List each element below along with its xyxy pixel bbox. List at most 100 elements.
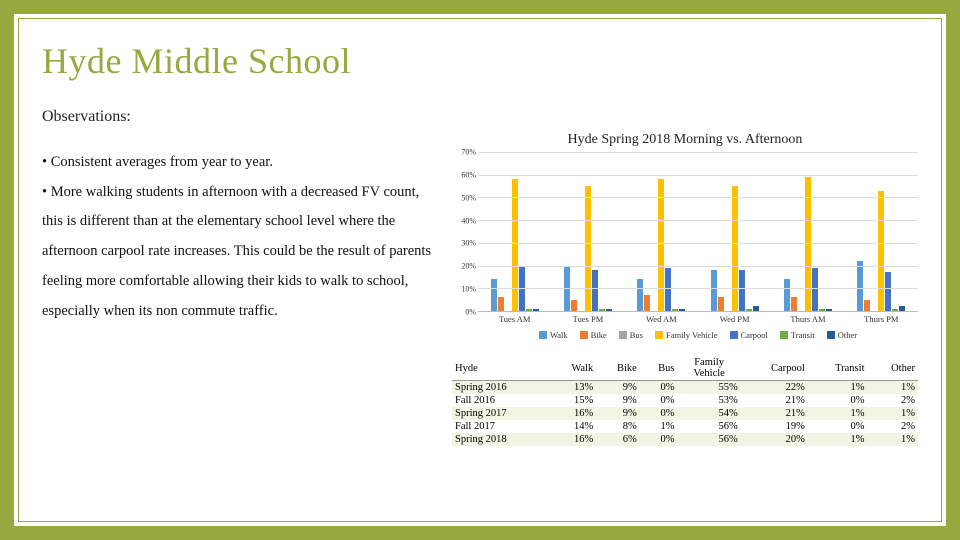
bar <box>585 186 591 311</box>
chart-plot <box>478 152 918 312</box>
table-col-header: Bus <box>640 356 678 381</box>
ytick: 40% <box>461 216 476 225</box>
table-cell: 1% <box>867 407 918 420</box>
legend-item: Other <box>827 330 857 340</box>
bar-group <box>771 152 844 311</box>
chart: 0%10%20%30%40%50%60%70% <box>452 152 918 312</box>
page-title: Hyde Middle School <box>42 40 918 82</box>
table-row: Fall 201714%8%1%56%19%0%2% <box>452 420 918 433</box>
bar <box>599 309 605 311</box>
table-header-row: HydeWalkBikeBusFamilyVehicleCarpoolTrans… <box>452 356 918 381</box>
gridline <box>478 152 918 153</box>
bar <box>512 179 518 311</box>
legend-label: Carpool <box>741 330 768 340</box>
legend-label: Walk <box>550 330 568 340</box>
bar <box>644 295 650 311</box>
slide-content: Hyde Middle School Observations: Consist… <box>42 34 918 508</box>
table-row: Spring 201816%6%0%56%20%1%1% <box>452 433 918 446</box>
gridline <box>478 175 918 176</box>
legend-label: Bike <box>591 330 607 340</box>
table-cell: 56% <box>677 433 740 446</box>
bar <box>491 279 497 311</box>
table-cell: 1% <box>808 407 868 420</box>
observation-bullet: More walking students in afternoon with … <box>42 178 442 327</box>
legend-item: Bus <box>619 330 643 340</box>
table-cell: 1% <box>867 381 918 395</box>
gridline <box>478 220 918 221</box>
table-cell: 9% <box>596 394 640 407</box>
table-cell: 21% <box>741 407 808 420</box>
bar <box>679 309 685 311</box>
table-cell: 55% <box>677 381 740 395</box>
table-cell: 19% <box>741 420 808 433</box>
ytick: 60% <box>461 170 476 179</box>
table-row-label: Spring 2018 <box>452 433 549 446</box>
chart-title: Hyde Spring 2018 Morning vs. Afternoon <box>452 132 918 148</box>
chart-legend: WalkBikeBusFamily VehicleCarpoolTransitO… <box>478 330 918 340</box>
table-cell: 1% <box>808 433 868 446</box>
table-cell: 22% <box>741 381 808 395</box>
bar <box>878 191 884 311</box>
bar-group <box>625 152 698 311</box>
bar <box>753 306 759 311</box>
legend-item: Walk <box>539 330 568 340</box>
bar <box>826 309 832 311</box>
bar <box>791 297 797 311</box>
table-cell: 0% <box>640 394 678 407</box>
table-row: Fall 201615%9%0%53%21%0%2% <box>452 394 918 407</box>
bar <box>672 309 678 311</box>
table-row-label: Fall 2016 <box>452 394 549 407</box>
legend-item: Family Vehicle <box>655 330 718 340</box>
legend-swatch <box>655 331 663 339</box>
right-column: Hyde Spring 2018 Morning vs. Afternoon 0… <box>452 132 918 446</box>
table-cell: 8% <box>596 420 640 433</box>
legend-swatch <box>780 331 788 339</box>
ytick: 50% <box>461 193 476 202</box>
table-cell: 9% <box>596 381 640 395</box>
ytick: 10% <box>461 285 476 294</box>
bar <box>892 309 898 311</box>
bar-group <box>845 152 918 311</box>
table-cell: 9% <box>596 407 640 420</box>
slide-frame: Hyde Middle School Observations: Consist… <box>0 0 960 540</box>
table-cell: 21% <box>741 394 808 407</box>
xlabel: Thurs AM <box>771 312 844 324</box>
bar-group <box>698 152 771 311</box>
table-cell: 56% <box>677 420 740 433</box>
table-cell: 53% <box>677 394 740 407</box>
ytick: 30% <box>461 239 476 248</box>
legend-item: Bike <box>580 330 607 340</box>
bar <box>665 268 671 311</box>
bar <box>718 297 724 311</box>
bar <box>732 186 738 311</box>
table-row: Spring 201613%9%0%55%22%1%1% <box>452 381 918 395</box>
bar <box>606 309 612 311</box>
legend-swatch <box>827 331 835 339</box>
bar <box>857 261 863 311</box>
xlabel: Thurs PM <box>845 312 918 324</box>
table-row-label: Fall 2017 <box>452 420 549 433</box>
table-col-header: Walk <box>549 356 596 381</box>
table-cell: 14% <box>549 420 596 433</box>
table-cell: 0% <box>640 407 678 420</box>
bar-group <box>551 152 624 311</box>
table-col-header: Transit <box>808 356 868 381</box>
observation-bullet: Consistent averages from year to year. <box>42 148 442 178</box>
table-cell: 20% <box>741 433 808 446</box>
table-col-header: Carpool <box>741 356 808 381</box>
legend-label: Bus <box>630 330 643 340</box>
table-cell: 6% <box>596 433 640 446</box>
legend-label: Family Vehicle <box>666 330 718 340</box>
bar <box>711 270 717 311</box>
xlabel: Tues PM <box>551 312 624 324</box>
table-cell: 0% <box>640 381 678 395</box>
observations-heading: Observations: <box>42 108 918 126</box>
bar <box>899 306 905 311</box>
legend-item: Carpool <box>730 330 768 340</box>
gridline <box>478 266 918 267</box>
table-row-label: Spring 2016 <box>452 381 549 395</box>
bar <box>885 272 891 311</box>
gridline <box>478 197 918 198</box>
bar <box>746 309 752 311</box>
xlabel: Tues AM <box>478 312 551 324</box>
